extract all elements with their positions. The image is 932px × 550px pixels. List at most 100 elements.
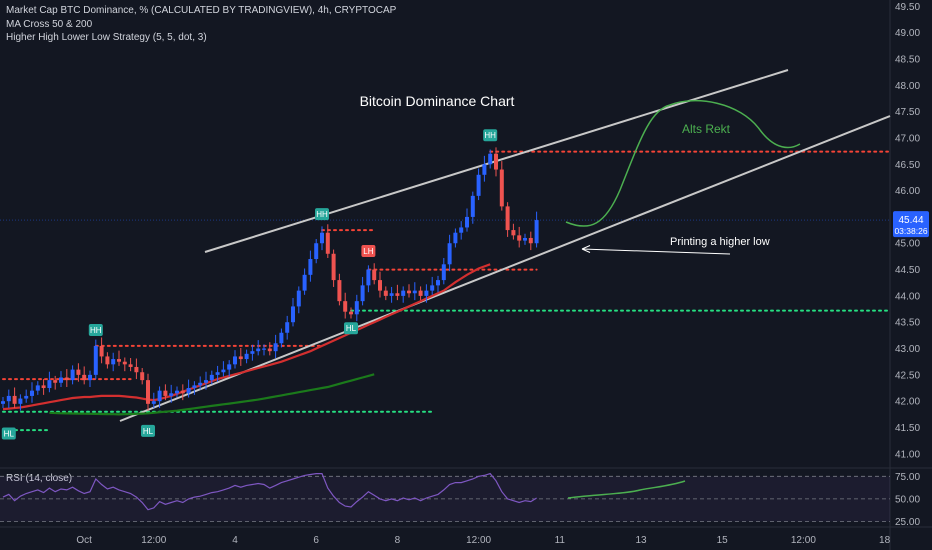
candle-body	[175, 390, 179, 394]
candles	[1, 147, 539, 411]
candle-body	[250, 351, 255, 354]
candle-body	[523, 237, 527, 241]
alts-rekt-annotation[interactable]: Alts Rekt	[682, 122, 731, 136]
y-tick-label: 49.50	[895, 2, 920, 13]
x-tick-label: 11	[555, 535, 566, 546]
candle-body	[76, 369, 81, 375]
ma200-line	[49, 373, 375, 416]
candle-body	[18, 398, 23, 404]
candle-body	[267, 348, 272, 352]
x-tick-label: 12:00	[141, 535, 166, 546]
candle-body	[262, 348, 266, 350]
x-tick-label: 12:00	[791, 535, 816, 546]
candle-body	[430, 285, 435, 291]
candle-body	[378, 280, 382, 291]
x-tick-label: 6	[313, 535, 319, 546]
candle-body	[366, 269, 371, 286]
swing-label-text: HH	[316, 210, 328, 219]
indicator-hh-ll-strategy[interactable]: Higher High Lower Low Strategy (5, 5, do…	[6, 32, 207, 43]
candle-body	[447, 243, 452, 265]
candle-body	[24, 395, 29, 399]
candle-body	[233, 356, 237, 365]
swing-label-hl	[141, 424, 155, 437]
swing-label-text: HL	[143, 427, 154, 436]
candle-body	[534, 220, 539, 244]
swing-label-hh	[315, 208, 329, 221]
candle-body	[325, 232, 330, 254]
swing-label-hh	[483, 129, 498, 142]
y-tick-label: 46.50	[895, 160, 920, 171]
x-tick-label: Oct	[76, 535, 92, 546]
candle-body	[59, 377, 63, 383]
swing-label-hh	[88, 324, 103, 337]
candle-body	[140, 372, 145, 381]
candle-body	[505, 206, 510, 231]
y-tick-label: 45.00	[895, 239, 920, 250]
candle-body	[528, 237, 533, 244]
candle-body	[349, 311, 353, 315]
projection-curve[interactable]	[565, 99, 801, 227]
candle-body	[151, 401, 156, 404]
y-tick-label: 44.50	[895, 265, 920, 276]
higher-low-annotation[interactable]: Printing a higher low	[670, 236, 770, 248]
candle-body	[494, 153, 498, 170]
swing-label-text: HL	[4, 430, 15, 439]
y-tick-label: 47.00	[895, 133, 920, 144]
candle-body	[331, 253, 336, 281]
candle-body	[128, 364, 133, 367]
candle-body	[198, 382, 203, 386]
chart-title-annotation[interactable]: Bitcoin Dominance Chart	[360, 93, 515, 109]
candle-body	[180, 390, 185, 394]
candle-body	[273, 343, 278, 352]
candle-body	[192, 385, 197, 389]
candle-body	[215, 372, 220, 375]
candle-body	[99, 345, 104, 357]
candle-body	[70, 369, 75, 381]
candle-body	[285, 322, 290, 333]
candle-body	[134, 366, 139, 373]
bar-countdown-timer: 03:38:26	[894, 226, 927, 236]
chart-symbol-title[interactable]: Market Cap BTC Dominance, % (CALCULATED …	[6, 5, 397, 16]
higher-low-arrow[interactable]	[581, 248, 731, 255]
candle-body	[53, 380, 58, 383]
candle-body	[105, 356, 110, 365]
candle-body	[395, 293, 400, 296]
candle-body	[122, 361, 127, 365]
current-price-value: 45.44	[898, 215, 923, 226]
candle-body	[354, 301, 359, 315]
x-tick-label: 4	[232, 535, 238, 546]
y-tick-label: 46.00	[895, 186, 920, 197]
candle-body	[441, 264, 446, 281]
y-tick-label: 43.50	[895, 318, 920, 329]
ma50-line	[2, 263, 491, 411]
candle-body	[412, 290, 417, 294]
candle-body	[470, 195, 475, 217]
rsi-projection-curve[interactable]	[567, 480, 686, 499]
candle-body	[465, 216, 469, 228]
candle-body	[186, 388, 191, 394]
x-tick-label: 15	[717, 535, 729, 546]
y-tick-label: 49.00	[895, 28, 920, 39]
candle-body	[238, 356, 243, 360]
y-tick-label: 48.50	[895, 54, 920, 65]
y-tick-label: 47.50	[895, 107, 920, 118]
candle-body	[296, 290, 301, 307]
rsi-tick-label: 75.00	[895, 472, 920, 483]
candle-body	[169, 393, 174, 396]
candle-body	[314, 243, 319, 260]
rsi-indicator-label[interactable]: RSI (14, close)	[6, 473, 73, 484]
candle-body	[436, 280, 440, 286]
candle-body	[88, 374, 92, 381]
y-tick-label: 44.00	[895, 291, 920, 302]
rsi-tick-label: 25.00	[895, 517, 920, 528]
x-tick-label: 8	[395, 535, 401, 546]
candle-body	[488, 153, 493, 165]
y-tick-label: 41.50	[895, 423, 920, 434]
candle-body	[511, 230, 516, 236]
candle-body	[482, 164, 487, 175]
rsi-tick-label: 50.00	[895, 494, 920, 505]
candle-body	[93, 345, 98, 375]
indicator-ma-cross[interactable]: MA Cross 50 & 200	[6, 19, 93, 30]
swing-label-text: LH	[363, 247, 373, 256]
